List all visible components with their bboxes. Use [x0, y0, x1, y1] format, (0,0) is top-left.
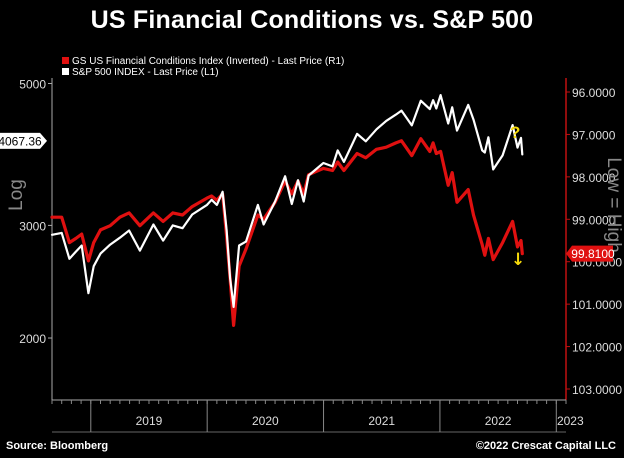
right-axis: 96.000097.000098.000099.0000100.0000101.… — [566, 86, 624, 397]
annotations: ?↓ — [510, 123, 525, 270]
left-last-value-box — [0, 132, 40, 149]
source-note: Source: Bloomberg — [6, 440, 109, 452]
legend-swatch — [62, 57, 69, 64]
right-tick-label: 96.0000 — [572, 86, 616, 100]
legend-label: GS US Financial Conditions Index (Invert… — [72, 56, 344, 67]
right-axis-title: Low = High — [603, 157, 624, 253]
down-arrow-annotation: ↓ — [511, 250, 525, 270]
left-tick-label: 2000 — [19, 332, 46, 346]
x-tick-label: 2020 — [252, 414, 279, 428]
left-axis-title: Log — [6, 179, 27, 211]
legend: GS US Financial Conditions Index (Invert… — [62, 56, 344, 78]
left-last-value-label: 4067.36 — [0, 134, 42, 148]
x-tick-label: 2019 — [136, 414, 163, 428]
series-layer — [50, 94, 524, 327]
left-last-value-pointer — [40, 132, 47, 149]
left-tick-label: 3000 — [19, 219, 46, 233]
x-axis: 2019 2020 2021 2022 2023 — [51, 400, 584, 432]
x-tick-label: 2023 — [557, 414, 584, 428]
value-markers: 4067.36 99.8100 — [0, 132, 615, 262]
question-mark-annotation: ? — [510, 123, 520, 142]
x-tick-label: 2022 — [485, 414, 512, 428]
right-tick-label: 102.0000 — [572, 341, 622, 355]
right-last-value-label: 99.8100 — [571, 247, 615, 261]
right-tick-label: 98.0000 — [572, 171, 616, 185]
legend-label: S&P 500 INDEX - Last Price (L1) — [72, 67, 219, 78]
right-tick-label: 103.0000 — [572, 383, 622, 397]
right-tick-label: 97.0000 — [572, 128, 616, 142]
x-tick-label: 2021 — [368, 414, 395, 428]
left-tick-label: 5000 — [19, 78, 46, 92]
plot-area — [51, 78, 567, 433]
copyright-note: ©2022 Crescat Capital LLC — [475, 440, 616, 452]
left-axis: 5000 3000 2000 Log — [6, 78, 52, 346]
gs-fci-line — [50, 137, 524, 327]
right-last-value-box — [566, 245, 613, 262]
chart-title: US Financial Conditions vs. S&P 500 — [90, 6, 534, 34]
sp500-line — [50, 94, 524, 308]
legend-swatch — [62, 68, 69, 75]
right-tick-label: 99.0000 — [572, 213, 616, 227]
right-tick-label: 101.0000 — [572, 298, 622, 312]
